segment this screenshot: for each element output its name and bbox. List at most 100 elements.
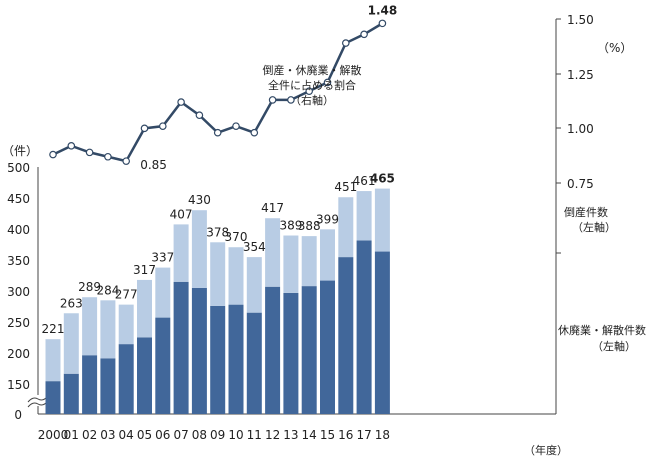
ratio-point <box>213 128 222 137</box>
ratio-point <box>177 98 185 106</box>
bar-bankruptcy <box>374 188 390 252</box>
bar-closure <box>283 292 299 414</box>
bar-closure <box>118 344 134 414</box>
total-data-label: 389 <box>279 219 302 233</box>
x-tick-label: 06 <box>155 428 170 442</box>
bar-bankruptcy <box>210 242 226 306</box>
bar-closure <box>82 355 98 414</box>
total-data-label: 407 <box>170 207 193 221</box>
bar-closure <box>137 337 152 414</box>
x-tick-label: 08 <box>192 428 207 442</box>
total-data-label: 451 <box>334 180 357 194</box>
bar-bankruptcy <box>265 218 281 287</box>
x-tick-label: 07 <box>173 428 188 442</box>
bar-bankruptcy <box>283 235 299 293</box>
bar-bankruptcy <box>63 313 79 374</box>
bar-bankruptcy <box>100 300 116 359</box>
right-axis-unit: （%） <box>597 41 632 55</box>
ratio-point <box>232 122 240 130</box>
bar-bankruptcy <box>137 279 152 338</box>
total-data-label: 388 <box>298 219 321 233</box>
total-data-label: 277 <box>115 288 138 302</box>
x-tick-label: 05 <box>137 428 152 442</box>
ratio-point <box>140 124 149 133</box>
bar-closure <box>63 373 79 414</box>
total-data-label: 378 <box>206 225 229 239</box>
bar-bankruptcy <box>191 210 207 288</box>
bar-bankruptcy <box>301 236 317 287</box>
total-data-label: 221 <box>42 322 65 336</box>
ratio-point <box>287 96 295 104</box>
x-tick-label: 14 <box>302 428 317 442</box>
bar-closure <box>301 286 317 414</box>
ratio-point <box>250 128 259 137</box>
ratio-annotation-line: （右軸） <box>290 93 334 107</box>
bankruptcy-legend-line: 倒産件数 <box>564 206 608 219</box>
right-tick-label: 1.25 <box>567 68 594 82</box>
ratio-line <box>52 22 384 163</box>
closure-legend-line: （左軸） <box>592 339 636 353</box>
x-tick-label: 12 <box>265 428 280 442</box>
ratio-point <box>67 142 76 150</box>
ratio-point <box>305 87 314 95</box>
ratio-point <box>195 111 204 120</box>
ratio-annotation-line: 全件に占める割合 <box>268 78 356 92</box>
total-data-label: 317 <box>133 263 156 277</box>
total-data-label: 354 <box>243 240 266 254</box>
bar-bankruptcy <box>82 297 98 356</box>
left-tick-label: 300 <box>7 285 30 299</box>
left-tick-label: 200 <box>7 347 30 361</box>
bankruptcy-legend: 倒産件数 （左軸） <box>564 206 616 234</box>
bar-closure <box>210 305 226 414</box>
ratio-point <box>341 39 350 47</box>
x-tick-label: 13 <box>283 428 298 442</box>
bars-group <box>45 188 390 414</box>
x-tick-label: 10 <box>228 428 243 442</box>
closure-legend-line: 休廃業・解散件数 <box>558 323 646 337</box>
ratio-point <box>378 19 387 28</box>
ratio-line-group <box>49 19 387 165</box>
bar-bankruptcy <box>246 257 262 313</box>
bar-bankruptcy <box>228 247 244 305</box>
ratio-point <box>85 148 94 157</box>
left-tick-label: 500 <box>7 161 30 175</box>
left-tick-label: 0 <box>14 408 22 422</box>
ratio-point <box>159 122 167 130</box>
bar-closure <box>45 381 61 414</box>
total-data-label: 399 <box>316 212 339 226</box>
ratio-point <box>49 150 57 159</box>
total-data-label: 465 <box>370 172 395 186</box>
ratio-point <box>104 152 112 161</box>
total-data-label: 263 <box>60 296 83 310</box>
bar-closure <box>338 257 354 414</box>
labels-group: 221 2000 263 01 289 02 284 03 277 04 317 05 337 06 407… <box>38 3 397 442</box>
bar-bankruptcy <box>118 304 134 345</box>
bar-closure <box>246 312 262 414</box>
bar-closure <box>374 251 390 414</box>
left-tick-label: 350 <box>7 254 30 268</box>
ratio-annotation-line: 倒産・休廃業・解散 <box>263 63 362 77</box>
x-tick-label: 17 <box>356 428 371 442</box>
ratio-max-label: 1.48 <box>368 3 398 17</box>
bar-closure <box>155 317 171 414</box>
total-data-label: 337 <box>151 251 174 265</box>
bar-closure <box>320 280 335 414</box>
bar-bankruptcy <box>45 339 61 382</box>
x-tick-label: 18 <box>375 428 390 442</box>
left-tick-label: 400 <box>7 223 30 237</box>
right-tick-label: 1.00 <box>567 122 594 136</box>
total-data-label: 289 <box>78 280 101 294</box>
x-tick-label: 01 <box>64 428 79 442</box>
bar-bankruptcy <box>338 197 354 258</box>
bankruptcy-legend-line: （左軸） <box>572 220 616 234</box>
left-tick-label: 250 <box>7 316 30 330</box>
x-tick-label: 15 <box>320 428 335 442</box>
x-tick-label: 03 <box>100 428 115 442</box>
x-unit-label: （年度） <box>524 443 568 457</box>
bar-closure <box>356 240 372 414</box>
bar-closure <box>173 281 189 414</box>
total-data-label: 461 <box>353 174 376 188</box>
total-data-label: 370 <box>225 230 248 244</box>
axis-break-icon <box>27 395 49 408</box>
left-tick-label: 150 <box>7 378 30 392</box>
